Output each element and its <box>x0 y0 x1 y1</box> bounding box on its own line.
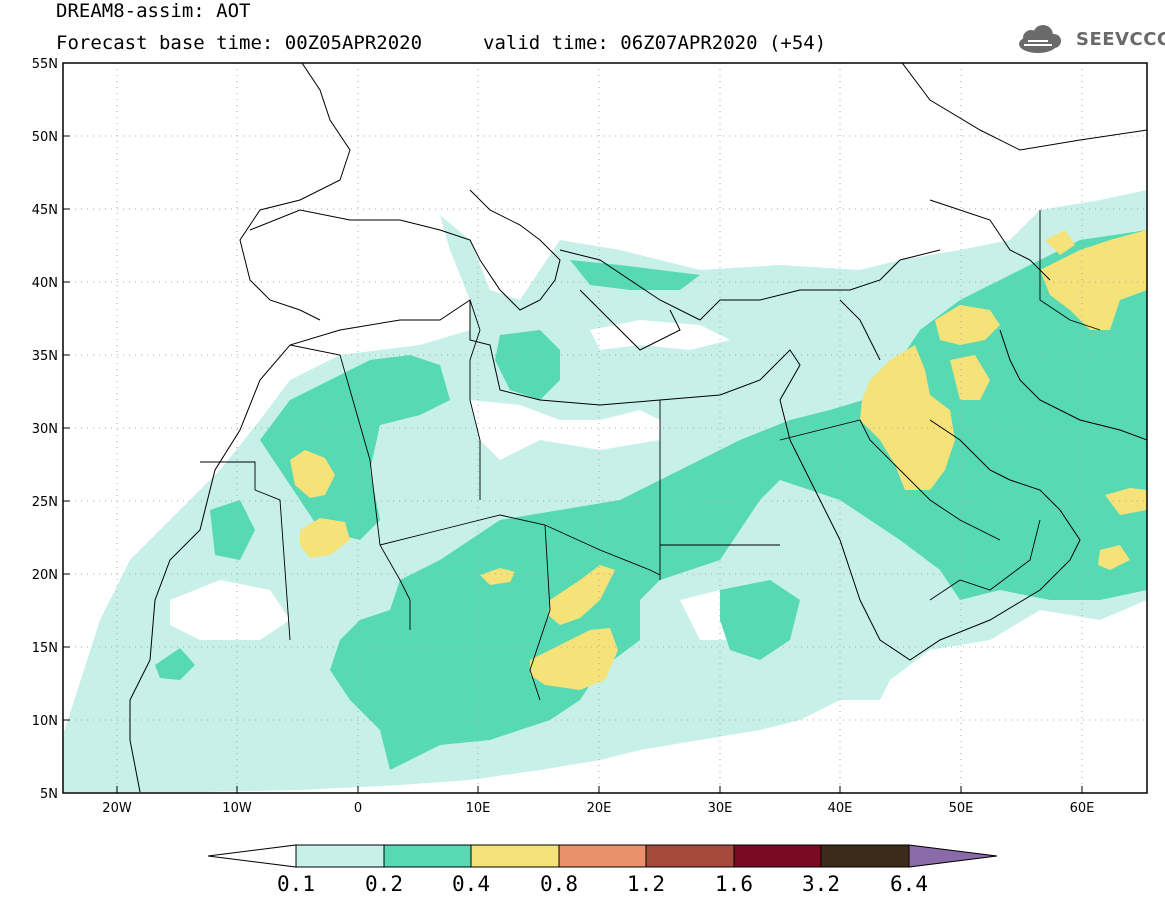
colorbar-label: 3.2 <box>802 872 840 896</box>
colorbar-min-arrow <box>207 844 297 868</box>
lon-label: 10W <box>222 801 252 816</box>
lat-label: 10N <box>32 714 58 729</box>
lon-label: 20W <box>102 801 132 816</box>
colorbar-label: 0.8 <box>540 872 578 896</box>
map-title: DREAM8-assim: AOT <box>56 0 251 22</box>
country-borders <box>129 63 1147 793</box>
colorbar-label: 0.1 <box>277 872 315 896</box>
axis-ticks <box>63 62 1083 793</box>
lon-label: 50E <box>949 801 974 816</box>
lat-label: 20N <box>32 568 58 583</box>
lon-label: 10E <box>466 801 491 816</box>
colorbar-swatch <box>383 844 472 868</box>
lat-label: 45N <box>32 203 58 218</box>
colorbar-label: 0.2 <box>365 872 403 896</box>
lat-label: 5N <box>40 787 58 802</box>
lat-label: 50N <box>32 130 58 145</box>
colorbar-swatch <box>295 844 385 868</box>
cloud-icon <box>1019 25 1061 53</box>
lat-label: 35N <box>32 349 58 364</box>
colorbar-swatch <box>470 844 560 868</box>
aot-high-region <box>290 230 1147 690</box>
lon-label: 40E <box>828 801 853 816</box>
lat-label: 55N <box>32 57 58 72</box>
lat-label: 25N <box>32 495 58 510</box>
logo-text: SEEVCCC <box>1076 29 1165 50</box>
colorbar-swatch <box>645 844 735 868</box>
lat-label: 30N <box>32 422 58 437</box>
colorbar <box>207 844 998 868</box>
lat-label: 40N <box>32 276 58 291</box>
colorbar-label: 1.6 <box>715 872 753 896</box>
colorbar-max-arrow <box>908 844 998 868</box>
lon-label: 60E <box>1070 801 1095 816</box>
political-borders <box>200 210 1101 701</box>
colorbar-label: 6.4 <box>890 872 928 896</box>
colorbar-swatch <box>820 844 910 868</box>
lat-label: 15N <box>32 641 58 656</box>
lon-label: 0 <box>354 801 362 816</box>
colorbar-label: 0.4 <box>452 872 490 896</box>
colorbar-swatch <box>733 844 822 868</box>
lon-label: 30E <box>708 801 733 816</box>
valid-time: valid time: 06Z07APR2020 (+54) <box>483 32 827 54</box>
colorbar-label: 1.2 <box>627 872 665 896</box>
forecast-base-time: Forecast base time: 00Z05APR2020 <box>56 32 423 54</box>
lon-label: 20E <box>587 801 612 816</box>
lat-labels: 55N 50N 45N 40N 35N 30N 25N 20N 15N 10N … <box>32 57 58 802</box>
lon-labels: 20W 10W 0 10E 20E 30E 40E 50E 60E <box>102 801 1094 816</box>
map-grid <box>63 63 1147 793</box>
colorbar-swatch <box>558 844 647 868</box>
